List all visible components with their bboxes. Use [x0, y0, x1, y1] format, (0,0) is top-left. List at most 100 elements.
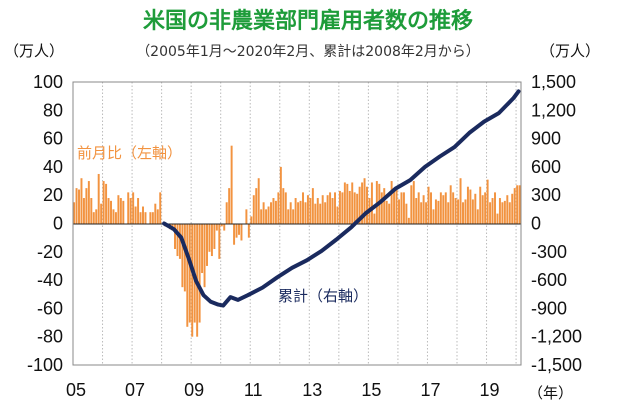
cumulative-line	[162, 89, 521, 308]
bar	[119, 198, 122, 224]
bar	[479, 186, 482, 224]
bar	[471, 199, 474, 224]
x-tick-label: 19	[480, 380, 500, 400]
bar	[459, 178, 462, 224]
bar	[97, 173, 100, 224]
bar	[142, 206, 144, 224]
bar	[105, 183, 108, 224]
bar	[122, 200, 125, 224]
bar	[511, 193, 514, 224]
bar	[351, 182, 354, 224]
left-tick-label: -100	[27, 355, 63, 375]
bar	[462, 202, 464, 224]
bar	[489, 202, 492, 224]
x-axis-unit: （年）	[528, 384, 573, 402]
line-series-label: 累計（右軸）	[278, 287, 368, 305]
bar	[287, 209, 290, 224]
bar	[191, 223, 194, 337]
bar	[215, 223, 218, 231]
bar	[469, 189, 472, 224]
bar	[250, 216, 253, 224]
bar	[127, 192, 130, 224]
bar	[176, 223, 179, 257]
bar	[437, 200, 440, 224]
bar	[314, 203, 317, 224]
bar	[452, 192, 455, 224]
bar	[346, 183, 349, 224]
bar	[466, 186, 469, 224]
bar	[230, 145, 233, 224]
bar	[353, 192, 356, 224]
left-tick-label: 100	[33, 72, 63, 92]
bar	[100, 203, 103, 224]
bar	[498, 198, 501, 224]
bar	[134, 206, 137, 224]
bar-series-label: 前月比（左軸）	[77, 144, 182, 162]
bar	[201, 223, 204, 274]
right-tick-label: 600	[531, 157, 561, 177]
bar	[289, 202, 292, 224]
bar	[449, 185, 452, 224]
bar	[188, 223, 191, 323]
bar	[238, 223, 240, 235]
bar	[321, 195, 324, 224]
bar	[363, 178, 366, 224]
bar	[417, 192, 420, 224]
bar	[198, 223, 201, 323]
right-tick-label: -900	[531, 298, 567, 318]
bar	[102, 181, 105, 224]
bar	[311, 188, 314, 224]
bar	[407, 217, 410, 224]
chart-title: 米国の非農業部門雇用者数の推移	[143, 8, 473, 34]
x-tick-label: 05	[66, 380, 86, 400]
left-tick-label: 80	[43, 100, 63, 120]
bar	[262, 202, 265, 224]
bar	[255, 188, 258, 224]
bar	[415, 198, 418, 224]
bar	[95, 209, 98, 224]
left-axis-unit: （万人）	[4, 42, 64, 60]
bar	[430, 192, 432, 224]
bar	[257, 178, 260, 224]
bar	[516, 185, 519, 224]
bar	[420, 202, 423, 224]
bar	[178, 223, 181, 259]
bar	[225, 202, 228, 224]
bar	[247, 223, 250, 238]
bar	[324, 202, 327, 224]
bar	[206, 223, 208, 266]
bar	[484, 192, 487, 224]
bar	[383, 188, 386, 224]
right-tick-label: 900	[531, 129, 561, 149]
bar	[410, 185, 413, 224]
bar	[90, 198, 93, 224]
bar	[174, 223, 176, 249]
bar	[220, 223, 223, 227]
bar	[402, 192, 405, 224]
x-tick-label: 17	[420, 380, 440, 400]
right-tick-label: -1,200	[531, 327, 582, 347]
bar	[398, 199, 400, 224]
bar	[316, 198, 319, 224]
bar	[110, 200, 112, 224]
bar	[400, 192, 403, 224]
x-tick-label: 15	[361, 380, 381, 400]
left-tick-label: -60	[37, 298, 63, 318]
bar	[454, 198, 457, 224]
bar	[474, 193, 477, 224]
bar	[370, 182, 373, 224]
bar	[457, 199, 460, 224]
left-tick-label: 20	[43, 185, 63, 205]
left-tick-label: 40	[43, 157, 63, 177]
bar	[159, 192, 162, 224]
left-axis: 100 80 60 40 20 0 -20 -40 -60 -80 -100	[27, 72, 63, 375]
bar	[405, 203, 408, 224]
right-tick-label: 300	[531, 185, 561, 205]
bar	[92, 212, 95, 224]
bar	[319, 203, 322, 224]
plot-frame	[72, 81, 522, 366]
right-tick-label: -1,500	[531, 355, 582, 375]
bar	[181, 223, 184, 288]
bar	[78, 189, 80, 224]
